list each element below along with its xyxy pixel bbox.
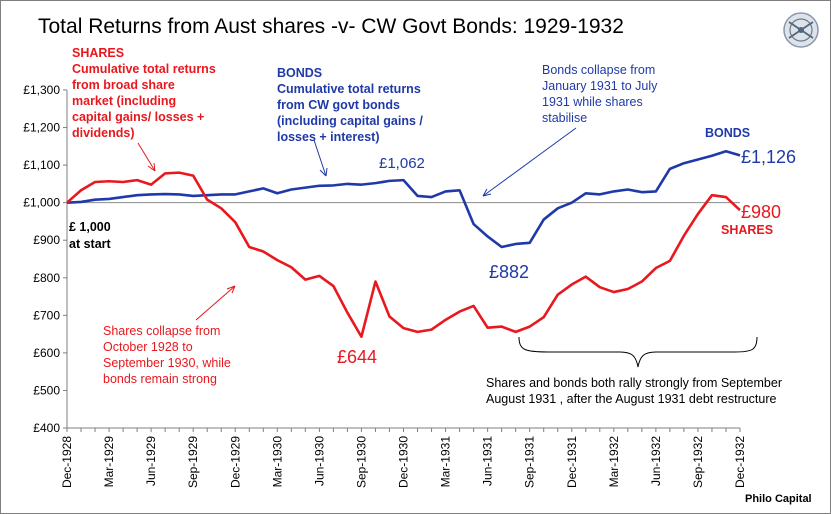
y-tick-label: £500 bbox=[33, 383, 60, 397]
x-tick-label: Mar-1931 bbox=[439, 436, 453, 488]
y-tick-label: £1,300 bbox=[23, 83, 60, 97]
bonds-annotation: BONDS Cumulative total returns from CW g… bbox=[277, 66, 423, 177]
x-tick-label: Dec-1928 bbox=[60, 436, 74, 488]
bonds-collapse-line: January 1931 to July bbox=[542, 79, 658, 93]
bonds-annotation-line: Cumulative total returns bbox=[277, 82, 421, 96]
x-tick-label: Dec-1930 bbox=[397, 436, 411, 488]
y-tick-label: £600 bbox=[33, 346, 60, 360]
x-tick-label: Dec-1932 bbox=[733, 436, 747, 488]
arrowhead-icon bbox=[319, 167, 328, 177]
shares-annotation-arrow bbox=[137, 142, 156, 172]
start-label: £ 1,000 bbox=[69, 220, 111, 234]
chart-title: Total Returns from Aust shares -v- CW Go… bbox=[38, 15, 624, 38]
x-tick-label: Jun-1929 bbox=[144, 436, 158, 486]
bonds-legend-label: BONDS bbox=[705, 126, 750, 140]
y-tick-label: £800 bbox=[33, 271, 60, 285]
y-tick-label: £1,200 bbox=[23, 121, 60, 135]
shares-collapse-line: Shares collapse from bbox=[103, 324, 220, 338]
bonds-annotation-line: losses + interest) bbox=[277, 130, 379, 144]
rally-brace bbox=[518, 336, 758, 368]
x-tick-label: Jun-1931 bbox=[481, 436, 495, 486]
shares-annotation-line: dividends) bbox=[72, 126, 135, 140]
data-label-bonds-1126: £1,126 bbox=[741, 147, 796, 167]
bonds-collapse-line: 1931 while shares bbox=[542, 95, 643, 109]
shares-collapse-line: bonds remain strong bbox=[103, 372, 217, 386]
shares-annotation-line: Cumulative total returns bbox=[72, 62, 216, 76]
bonds-collapse-arrow bbox=[482, 127, 577, 197]
data-label-shares-980: £980 bbox=[741, 202, 781, 222]
shares-annotation-line: from broad share bbox=[72, 78, 175, 92]
arrowhead-icon bbox=[147, 162, 156, 172]
rally-note-line: August 1931 , after the August 1931 debt… bbox=[486, 392, 777, 406]
shares-collapse-line: October 1928 to bbox=[103, 340, 193, 354]
source-credit: Philo Capital bbox=[745, 493, 812, 505]
x-tick-label: Mar-1929 bbox=[102, 436, 116, 488]
shares-annotation-line: market (including bbox=[72, 94, 176, 108]
shares-annotation: SHARES Cumulative total returns from bro… bbox=[72, 46, 216, 172]
shares-collapse-arrow bbox=[195, 285, 236, 321]
y-tick-label: £900 bbox=[33, 233, 60, 247]
series-line-bonds bbox=[66, 149, 741, 249]
arrowhead-icon bbox=[226, 285, 236, 294]
y-tick-label: £1,000 bbox=[23, 196, 60, 210]
bonds-annotation-line: (including capital gains / bbox=[277, 114, 423, 128]
x-tick-label: Dec-1931 bbox=[565, 436, 579, 488]
bonds-annotation-line: from CW govt bonds bbox=[277, 98, 400, 112]
x-tick-label: Jun-1932 bbox=[649, 436, 663, 486]
y-tick-label: £400 bbox=[33, 421, 60, 435]
x-tick-label: Dec-1929 bbox=[228, 436, 242, 488]
arrowhead-icon bbox=[482, 188, 492, 197]
x-tick-label: Mar-1932 bbox=[607, 436, 621, 488]
shares-collapse-line: September 1930, while bbox=[103, 356, 231, 370]
y-tick-label: £700 bbox=[33, 308, 60, 322]
x-tick-label: Sep-1931 bbox=[523, 436, 537, 488]
series-line-shares bbox=[66, 171, 741, 339]
start-label: at start bbox=[69, 237, 112, 251]
x-tick-label: Sep-1929 bbox=[186, 436, 200, 488]
x-tick-label: Jun-1930 bbox=[312, 436, 326, 486]
philo-logo bbox=[783, 12, 819, 48]
shares-annotation-line: capital gains/ losses + bbox=[72, 110, 204, 124]
bonds-collapse-line: Bonds collapse from bbox=[542, 63, 655, 77]
shares-collapse-annotation: Shares collapse from October 1928 to Sep… bbox=[103, 285, 236, 386]
bonds-collapse-line: stabilise bbox=[542, 111, 587, 125]
x-tick-label: Sep-1930 bbox=[354, 436, 368, 488]
bonds-annotation-title: BONDS bbox=[277, 66, 322, 80]
data-label-bonds-882: £882 bbox=[489, 262, 529, 282]
data-label-shares-644: £644 bbox=[337, 347, 377, 367]
y-tick-label: £1,100 bbox=[23, 158, 60, 172]
x-tick-label: Sep-1932 bbox=[691, 436, 705, 488]
x-tick-label: Mar-1930 bbox=[270, 436, 284, 488]
shares-legend-label: SHARES bbox=[721, 223, 773, 237]
shares-annotation-title: SHARES bbox=[72, 46, 124, 60]
rally-note-line: Shares and bonds both rally strongly fro… bbox=[486, 376, 782, 390]
bonds-annotation-arrow bbox=[313, 139, 327, 177]
data-label-bonds-1062: £1,062 bbox=[379, 155, 425, 172]
bonds-collapse-annotation: Bonds collapse from January 1931 to July… bbox=[482, 63, 658, 197]
